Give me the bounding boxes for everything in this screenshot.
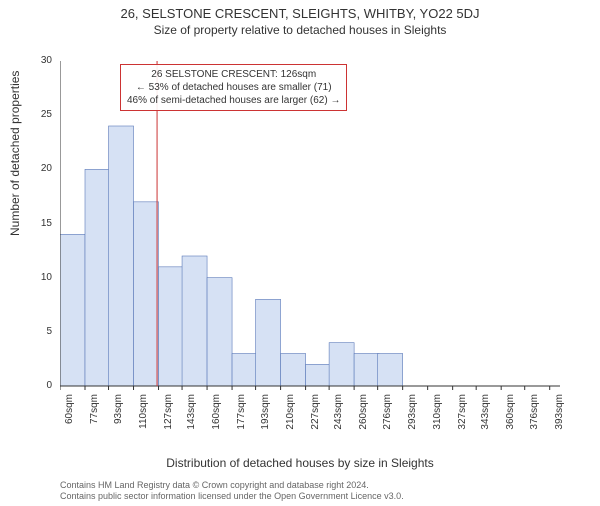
y-axis-label: Number of detached properties (8, 71, 22, 236)
x-tick-label: 260sqm (358, 394, 369, 438)
footnote-line2: Contains public sector information licen… (60, 491, 580, 502)
footnote: Contains HM Land Registry data © Crown c… (60, 480, 580, 502)
chart-area: 26 SELSTONE CRESCENT: 126sqm← 53% of det… (60, 56, 570, 416)
histogram-bar (354, 354, 379, 387)
x-tick-label: 110sqm (138, 394, 149, 438)
histogram-bar (159, 267, 184, 386)
x-tick-label: 193sqm (260, 394, 271, 438)
x-tick-label: 127sqm (163, 394, 174, 438)
y-tick-label: 5 (22, 326, 52, 337)
histogram-bar (281, 354, 306, 387)
y-tick-label: 0 (22, 380, 52, 391)
annotation-line: ← 53% of detached houses are smaller (71… (127, 81, 340, 94)
x-tick-label: 276sqm (382, 394, 393, 438)
x-tick-label: 210sqm (285, 394, 296, 438)
histogram-bar (85, 169, 110, 386)
x-tick-label: 60sqm (64, 394, 75, 438)
y-tick-label: 20 (22, 163, 52, 174)
histogram-bar (134, 202, 159, 386)
x-tick-label: 143sqm (186, 394, 197, 438)
x-tick-label: 376sqm (529, 394, 540, 438)
histogram-bar (378, 354, 403, 387)
x-tick-label: 293sqm (407, 394, 418, 438)
annotation-line: 26 SELSTONE CRESCENT: 126sqm (127, 68, 340, 81)
histogram-bar (207, 278, 232, 386)
x-tick-label: 343sqm (480, 394, 491, 438)
histogram-bar (109, 126, 134, 386)
y-tick-label: 15 (22, 218, 52, 229)
histogram-bar (60, 234, 85, 386)
x-tick-label: 393sqm (554, 394, 565, 438)
footnote-line1: Contains HM Land Registry data © Crown c… (60, 480, 580, 491)
x-tick-label: 177sqm (236, 394, 247, 438)
x-tick-label: 93sqm (113, 394, 124, 438)
histogram-bar (256, 299, 281, 386)
x-tick-label: 243sqm (333, 394, 344, 438)
title-sub: Size of property relative to detached ho… (0, 23, 600, 37)
title-main: 26, SELSTONE CRESCENT, SLEIGHTS, WHITBY,… (0, 6, 600, 21)
annotation-box: 26 SELSTONE CRESCENT: 126sqm← 53% of det… (120, 64, 347, 111)
y-tick-label: 10 (22, 272, 52, 283)
histogram-bar (329, 343, 354, 386)
y-tick-label: 25 (22, 109, 52, 120)
x-tick-label: 310sqm (432, 394, 443, 438)
x-tick-label: 227sqm (310, 394, 321, 438)
histogram-bar (232, 354, 257, 387)
x-tick-label: 160sqm (211, 394, 222, 438)
x-tick-label: 360sqm (505, 394, 516, 438)
x-tick-label: 327sqm (457, 394, 468, 438)
histogram-bar (306, 364, 331, 386)
x-axis-label: Distribution of detached houses by size … (0, 456, 600, 470)
annotation-line: 46% of semi-detached houses are larger (… (127, 94, 340, 107)
x-tick-label: 77sqm (89, 394, 100, 438)
histogram-bar (182, 256, 207, 386)
y-tick-label: 30 (22, 55, 52, 66)
